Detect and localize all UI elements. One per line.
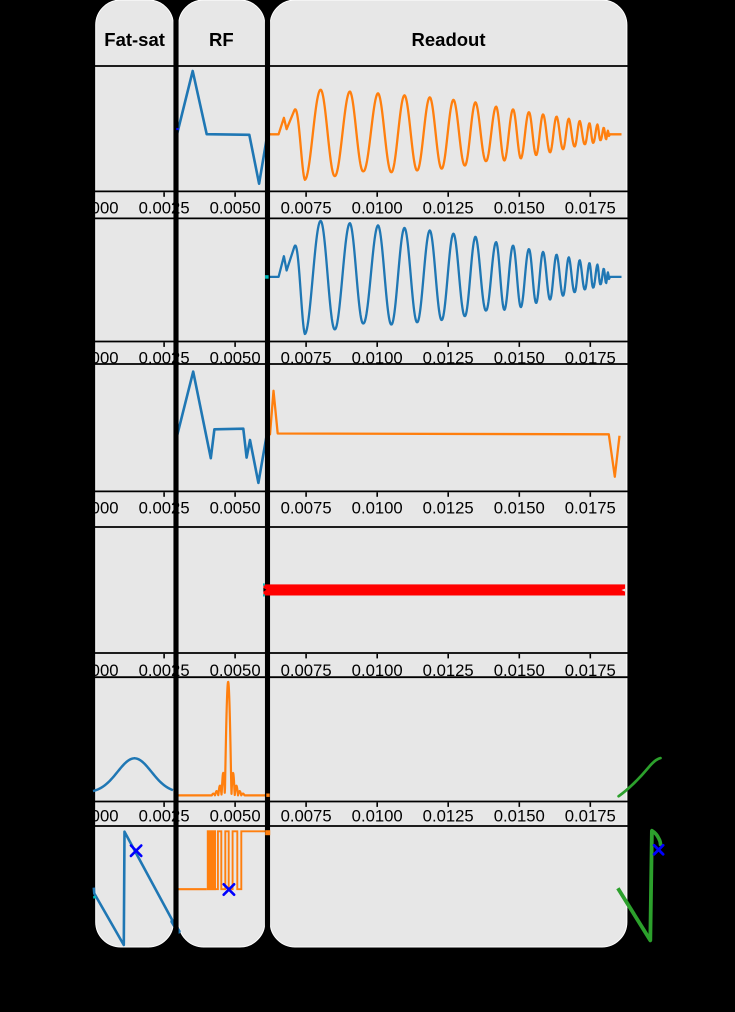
svg-text:0.0100: 0.0100	[352, 499, 403, 518]
svg-text:0.0125: 0.0125	[423, 199, 474, 218]
svg-text:0.0100: 0.0100	[352, 661, 403, 680]
svg-text:0.0075: 0.0075	[281, 661, 332, 680]
svg-text:0.0075: 0.0075	[281, 199, 332, 218]
svg-text:0.0175: 0.0175	[565, 661, 616, 680]
svg-text:0.0125: 0.0125	[423, 499, 474, 518]
svg-text:0.0150: 0.0150	[494, 349, 545, 368]
svg-text:0.0125: 0.0125	[423, 349, 474, 368]
svg-text:0.0050: 0.0050	[210, 199, 261, 218]
svg-text:0.0050: 0.0050	[210, 499, 261, 518]
svg-text:0.0150: 0.0150	[494, 499, 545, 518]
svg-text:0.0150: 0.0150	[494, 199, 545, 218]
svg-text:0.0000: 0.0000	[67, 499, 118, 518]
svg-text:0.0000: 0.0000	[67, 806, 118, 825]
svg-text:0.0050: 0.0050	[210, 349, 261, 368]
svg-text:0.0125: 0.0125	[423, 661, 474, 680]
svg-text:Readout: Readout	[412, 29, 486, 50]
svg-text:RF: RF	[209, 29, 234, 50]
svg-text:0.0050: 0.0050	[210, 661, 261, 680]
svg-text:0.0075: 0.0075	[281, 349, 332, 368]
svg-text:0.0025: 0.0025	[139, 199, 190, 218]
svg-text:0.0000: 0.0000	[67, 199, 118, 218]
svg-text:0.0175: 0.0175	[565, 349, 616, 368]
svg-text:0.0100: 0.0100	[352, 349, 403, 368]
svg-text:0.0175: 0.0175	[565, 806, 616, 825]
svg-text:0.0050: 0.0050	[210, 806, 261, 825]
svg-text:0.0125: 0.0125	[423, 806, 474, 825]
svg-text:0.0100: 0.0100	[352, 806, 403, 825]
svg-text:0.0175: 0.0175	[565, 499, 616, 518]
svg-text:0.0075: 0.0075	[281, 806, 332, 825]
svg-text:0.0175: 0.0175	[565, 199, 616, 218]
svg-text:0.0025: 0.0025	[139, 806, 190, 825]
svg-text:0.0150: 0.0150	[494, 661, 545, 680]
svg-text:0.0075: 0.0075	[281, 499, 332, 518]
svg-text:0.0000: 0.0000	[67, 349, 118, 368]
svg-text:0.0025: 0.0025	[139, 499, 190, 518]
svg-text:0.0100: 0.0100	[352, 199, 403, 218]
svg-text:0.0000: 0.0000	[67, 661, 118, 680]
svg-text:0.0150: 0.0150	[494, 806, 545, 825]
svg-text:Fat-sat: Fat-sat	[104, 29, 165, 50]
